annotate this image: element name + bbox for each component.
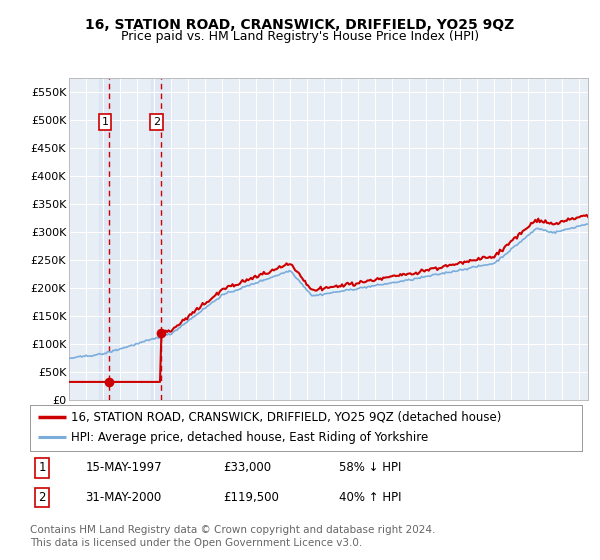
- Text: 16, STATION ROAD, CRANSWICK, DRIFFIELD, YO25 9QZ (detached house): 16, STATION ROAD, CRANSWICK, DRIFFIELD, …: [71, 411, 502, 424]
- Text: Contains HM Land Registry data © Crown copyright and database right 2024.
This d: Contains HM Land Registry data © Crown c…: [30, 525, 436, 548]
- Text: 58% ↓ HPI: 58% ↓ HPI: [339, 461, 401, 474]
- Text: 40% ↑ HPI: 40% ↑ HPI: [339, 491, 401, 504]
- Text: 31-MAY-2000: 31-MAY-2000: [85, 491, 161, 504]
- Text: 2: 2: [38, 491, 46, 504]
- Text: 16, STATION ROAD, CRANSWICK, DRIFFIELD, YO25 9QZ: 16, STATION ROAD, CRANSWICK, DRIFFIELD, …: [85, 18, 515, 32]
- Text: 15-MAY-1997: 15-MAY-1997: [85, 461, 162, 474]
- Text: 1: 1: [38, 461, 46, 474]
- Bar: [99, 78, 119, 400]
- Text: Price paid vs. HM Land Registry's House Price Index (HPI): Price paid vs. HM Land Registry's House …: [121, 30, 479, 43]
- Text: 1: 1: [101, 117, 109, 127]
- Text: £119,500: £119,500: [223, 491, 279, 504]
- Text: £33,000: £33,000: [223, 461, 271, 474]
- Text: HPI: Average price, detached house, East Riding of Yorkshire: HPI: Average price, detached house, East…: [71, 431, 428, 444]
- Text: 2: 2: [153, 117, 160, 127]
- Bar: [151, 78, 171, 400]
